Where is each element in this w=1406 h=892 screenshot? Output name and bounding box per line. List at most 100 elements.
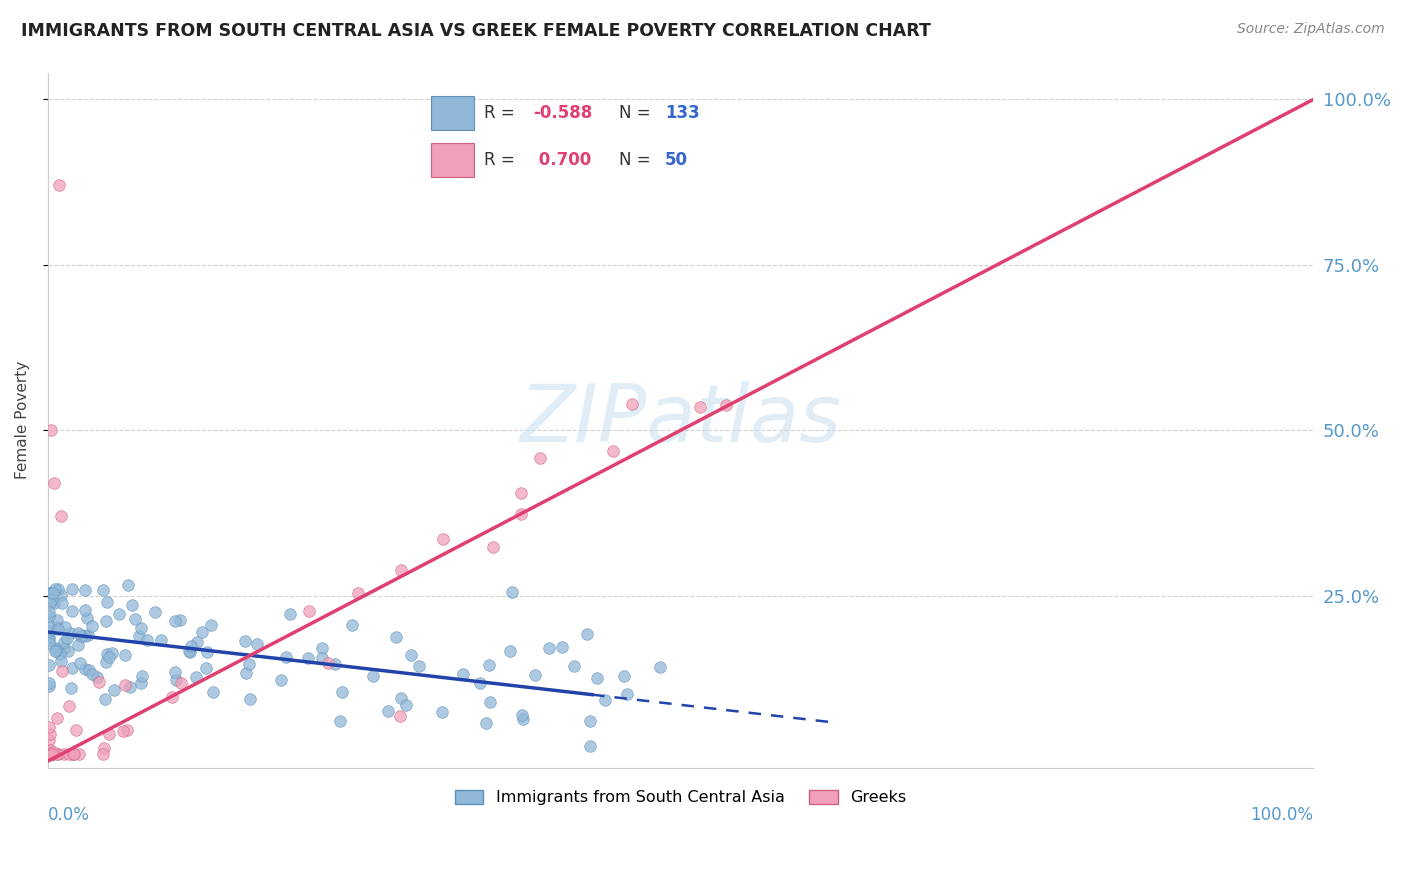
Point bbox=[73, 582, 96, 597]
Point bbox=[311, 651, 333, 665]
Point bbox=[38, 658, 60, 673]
Point bbox=[537, 640, 560, 655]
Point bbox=[512, 712, 534, 726]
Point bbox=[149, 632, 172, 647]
Point bbox=[108, 607, 131, 621]
Point bbox=[579, 714, 602, 728]
Point bbox=[316, 656, 339, 670]
Point bbox=[340, 617, 363, 632]
Point bbox=[60, 582, 83, 596]
Point bbox=[270, 673, 292, 688]
Point bbox=[195, 661, 218, 675]
Point bbox=[39, 586, 62, 600]
Point bbox=[58, 626, 80, 640]
Point bbox=[46, 613, 69, 627]
Point bbox=[399, 648, 422, 662]
Point bbox=[42, 747, 65, 762]
Point bbox=[323, 657, 346, 671]
Point bbox=[86, 670, 108, 684]
Point bbox=[501, 584, 523, 599]
Point bbox=[77, 627, 100, 641]
Point bbox=[62, 747, 84, 762]
Point bbox=[42, 745, 65, 759]
Point bbox=[238, 657, 260, 672]
Point bbox=[38, 624, 60, 638]
Point bbox=[200, 618, 222, 632]
Point bbox=[62, 747, 84, 762]
Point bbox=[509, 507, 531, 521]
Point bbox=[49, 648, 72, 662]
Point bbox=[73, 629, 96, 643]
Point bbox=[97, 650, 120, 665]
Point bbox=[602, 444, 624, 458]
Text: ZIPatlas: ZIPatlas bbox=[520, 382, 842, 459]
Point bbox=[453, 666, 475, 681]
Point bbox=[38, 605, 60, 619]
Point bbox=[478, 658, 501, 673]
Point bbox=[689, 400, 711, 414]
Point bbox=[80, 619, 103, 633]
Point bbox=[593, 692, 616, 706]
Point bbox=[38, 608, 60, 623]
Point bbox=[165, 614, 187, 628]
Point bbox=[129, 621, 152, 635]
Point bbox=[46, 622, 69, 636]
Point bbox=[648, 660, 671, 674]
Point bbox=[246, 637, 269, 651]
Point bbox=[169, 614, 191, 628]
Point bbox=[389, 563, 412, 577]
Point bbox=[616, 687, 638, 701]
Point bbox=[479, 695, 502, 709]
Point bbox=[42, 585, 65, 599]
Point bbox=[297, 651, 319, 665]
Point bbox=[70, 628, 93, 642]
Point bbox=[44, 644, 66, 658]
Point bbox=[73, 602, 96, 616]
Point bbox=[361, 668, 384, 682]
Point bbox=[274, 649, 297, 664]
Point bbox=[180, 639, 202, 653]
Point bbox=[135, 633, 157, 648]
Point bbox=[56, 643, 79, 657]
Point bbox=[97, 727, 120, 741]
Point bbox=[38, 747, 60, 762]
Point bbox=[124, 612, 146, 626]
Point bbox=[38, 632, 60, 647]
Text: IMMIGRANTS FROM SOUTH CENTRAL ASIA VS GREEK FEMALE POVERTY CORRELATION CHART: IMMIGRANTS FROM SOUTH CENTRAL ASIA VS GR… bbox=[21, 22, 931, 40]
Point bbox=[391, 691, 413, 706]
Point bbox=[311, 640, 333, 655]
Text: Source: ZipAtlas.com: Source: ZipAtlas.com bbox=[1237, 22, 1385, 37]
Point bbox=[39, 742, 62, 756]
Point bbox=[510, 708, 533, 723]
Point bbox=[620, 397, 643, 411]
Point bbox=[162, 690, 184, 705]
Point bbox=[714, 398, 737, 412]
Point bbox=[73, 662, 96, 676]
Point bbox=[39, 747, 62, 762]
Point bbox=[60, 681, 83, 696]
Point bbox=[70, 630, 93, 644]
Point bbox=[388, 708, 411, 723]
Point bbox=[117, 578, 139, 592]
Point bbox=[91, 747, 114, 762]
Point bbox=[60, 661, 83, 675]
Point bbox=[42, 597, 65, 611]
Point bbox=[96, 595, 118, 609]
Point bbox=[91, 582, 114, 597]
Point bbox=[48, 178, 70, 193]
Point bbox=[328, 714, 350, 729]
Point bbox=[482, 540, 505, 554]
Point bbox=[38, 719, 60, 733]
Point bbox=[41, 747, 63, 762]
Point bbox=[67, 638, 90, 652]
Text: 0.0%: 0.0% bbox=[48, 805, 90, 824]
Point bbox=[330, 685, 353, 699]
Point bbox=[69, 656, 91, 670]
Point bbox=[613, 669, 636, 683]
Point bbox=[550, 640, 572, 654]
Point bbox=[45, 711, 67, 725]
Point bbox=[38, 675, 60, 690]
Point bbox=[114, 648, 136, 663]
Point bbox=[39, 586, 62, 600]
Y-axis label: Female Poverty: Female Poverty bbox=[15, 361, 30, 480]
